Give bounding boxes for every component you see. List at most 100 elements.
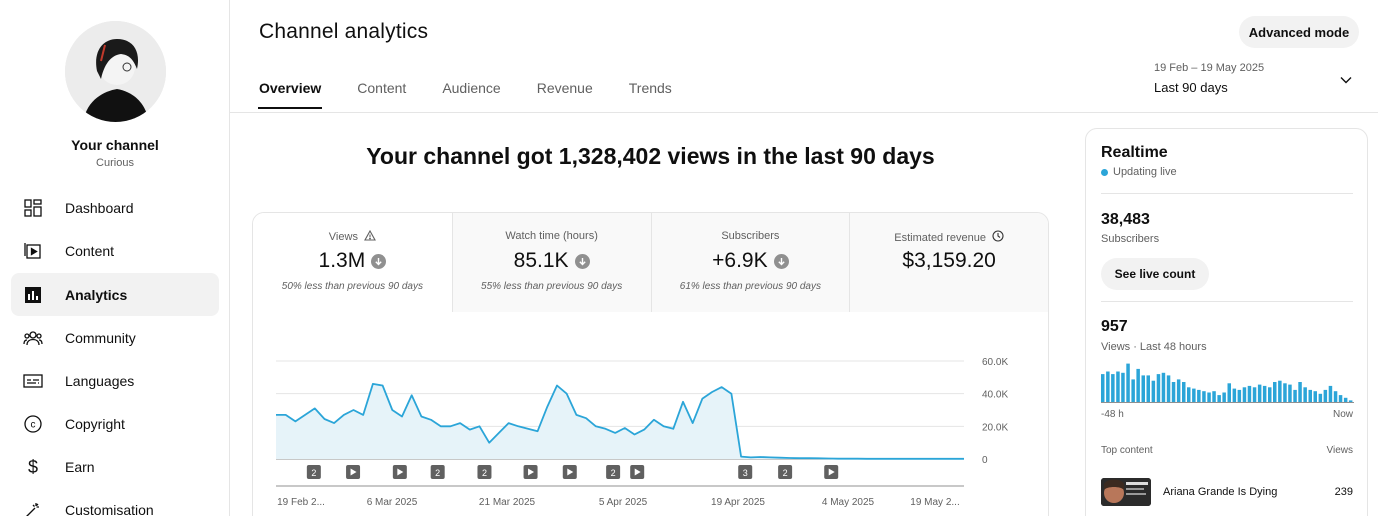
- metric-subscribers[interactable]: Subscribers +6.9K 61% less than previous…: [650, 213, 850, 312]
- realtime-bar: [1343, 397, 1348, 403]
- realtime-bar: [1111, 374, 1115, 403]
- realtime-bar: [1348, 400, 1353, 403]
- header-divider: [230, 112, 1378, 113]
- realtime-bar: [1257, 384, 1262, 403]
- video-count-marker: [778, 465, 793, 479]
- metric-revenue[interactable]: Estimated revenue $3,159.20: [849, 213, 1048, 312]
- x-tick-label: 19 Feb 2...: [277, 497, 325, 508]
- video-count-label: 2: [611, 468, 616, 478]
- realtime-bar: [1247, 385, 1252, 403]
- realtime-bar: [1273, 382, 1277, 403]
- play-icon: [350, 468, 357, 476]
- play-icon: [528, 468, 535, 476]
- tab-revenue[interactable]: Revenue: [536, 80, 593, 96]
- top-content-item[interactable]: Ariana Grande Is Dying 239: [1101, 478, 1353, 506]
- realtime-bar: [1323, 389, 1328, 403]
- channel-name: Your channel: [71, 137, 159, 153]
- top-content-title: Ariana Grande Is Dying: [1163, 486, 1278, 498]
- realtime-views-label: Views · Last 48 hours: [1101, 341, 1207, 353]
- realtime-bar: [1182, 382, 1186, 403]
- realtime-subscribers-label: Subscribers: [1101, 233, 1160, 245]
- realtime-bar: [1136, 368, 1140, 403]
- tab-trends[interactable]: Trends: [628, 80, 672, 96]
- video-count-label: 3: [743, 468, 748, 478]
- tab-content[interactable]: Content: [357, 80, 407, 96]
- channel-avatar[interactable]: [65, 21, 166, 122]
- realtime-views-value: 957: [1101, 318, 1128, 335]
- metric-watch-time[interactable]: Watch time (hours) 85.1K 55% less than p…: [451, 213, 651, 312]
- views-column-header: Views: [1326, 445, 1354, 456]
- sidebar-item-label: Content: [65, 242, 115, 259]
- live-dot-icon: [1101, 168, 1108, 176]
- y-tick-label: 40.0K: [982, 390, 1008, 401]
- metric-label: Views: [328, 231, 358, 243]
- realtime-bar: [1227, 383, 1231, 403]
- realtime-bar: [1242, 387, 1247, 403]
- realtime-bar: [1212, 391, 1216, 403]
- realtime-bar: [1333, 391, 1338, 403]
- realtime-bar: [1308, 389, 1312, 403]
- realtime-bar: [1318, 393, 1323, 403]
- metric-note: 55% less than previous 90 days: [481, 281, 623, 292]
- page-title: Channel analytics: [259, 20, 429, 43]
- realtime-bar: [1232, 388, 1237, 403]
- realtime-bar: [1176, 379, 1181, 403]
- top-content-views: 239: [1334, 486, 1353, 498]
- realtime-title: Realtime: [1101, 144, 1168, 161]
- realtime-bar: [1338, 395, 1343, 403]
- sidebar-item-earn[interactable]: $ Earn: [11, 445, 219, 488]
- community-icon: [22, 327, 44, 349]
- tab-audience[interactable]: Audience: [442, 80, 501, 96]
- y-tick-label: 60.0K: [982, 357, 1008, 368]
- advanced-mode-button[interactable]: Advanced mode: [1239, 16, 1359, 48]
- realtime-bar: [1101, 374, 1105, 403]
- realtime-views-bars[interactable]: [1101, 361, 1354, 403]
- realtime-status-label: Updating live: [1113, 166, 1177, 178]
- arrow-down-icon: [574, 253, 590, 269]
- chevron-down-icon[interactable]: [1339, 73, 1353, 92]
- realtime-bar: [1192, 388, 1196, 403]
- play-icon: [634, 468, 641, 476]
- sidebar-item-label: Dashboard: [65, 199, 134, 216]
- realtime-bar: [1252, 387, 1257, 403]
- x-tick-label: 5 Apr 2025: [599, 497, 648, 508]
- tab-overview[interactable]: Overview: [257, 80, 323, 109]
- date-range[interactable]: 19 Feb – 19 May 2025: [1154, 62, 1265, 74]
- realtime-bar: [1217, 395, 1221, 403]
- sidebar-item-label: Copyright: [65, 415, 125, 432]
- x-tick-label: 19 May 2...: [910, 497, 959, 508]
- content-icon: [22, 240, 44, 262]
- see-live-count-button[interactable]: See live count: [1101, 258, 1209, 290]
- sidebar-item-label: Community: [65, 329, 136, 346]
- realtime-subscribers-value: 38,483: [1101, 211, 1150, 228]
- y-tick-label: 20.0K: [982, 422, 1008, 433]
- customisation-icon: [22, 499, 44, 516]
- sidebar-item-customisation[interactable]: Customisation: [11, 488, 219, 516]
- video-count-marker: [477, 465, 492, 479]
- sidebar-item-copyright[interactable]: c Copyright: [11, 402, 219, 445]
- sidebar-item-dashboard[interactable]: Dashboard: [11, 186, 219, 229]
- realtime-axis-end: Now: [1332, 409, 1353, 420]
- sidebar-item-analytics[interactable]: Analytics: [11, 273, 219, 316]
- x-tick-label: 19 Apr 2025: [711, 497, 765, 508]
- play-icon: [397, 468, 404, 476]
- divider: [1101, 193, 1353, 194]
- metric-value: 85.1K: [513, 249, 569, 272]
- metric-views[interactable]: Views 1.3M 50% less than previous 90 day…: [253, 213, 452, 312]
- realtime-bar: [1298, 382, 1302, 403]
- views-chart[interactable]: 60.0K 40.0K 20.0K 0 2 2 2 2 3 2 19 Feb 2... 6 Mar 2…: [253, 312, 1049, 516]
- sidebar-item-community[interactable]: Community: [11, 316, 219, 359]
- x-tick-label: 21 Mar 2025: [479, 497, 536, 508]
- arrow-down-icon: [371, 253, 387, 269]
- dashboard-icon: [22, 197, 44, 219]
- sidebar-item-content[interactable]: Content: [11, 229, 219, 272]
- metric-note: 50% less than previous 90 days: [281, 281, 423, 292]
- realtime-bar: [1293, 389, 1297, 403]
- realtime-bar: [1313, 391, 1317, 403]
- metric-value: $3,159.20: [902, 249, 996, 272]
- sidebar-item-label: Customisation: [65, 501, 154, 516]
- date-period[interactable]: Last 90 days: [1154, 80, 1228, 95]
- sidebar-item-languages[interactable]: Languages: [11, 359, 219, 402]
- svg-text:$: $: [28, 457, 38, 477]
- realtime-bar: [1197, 389, 1201, 403]
